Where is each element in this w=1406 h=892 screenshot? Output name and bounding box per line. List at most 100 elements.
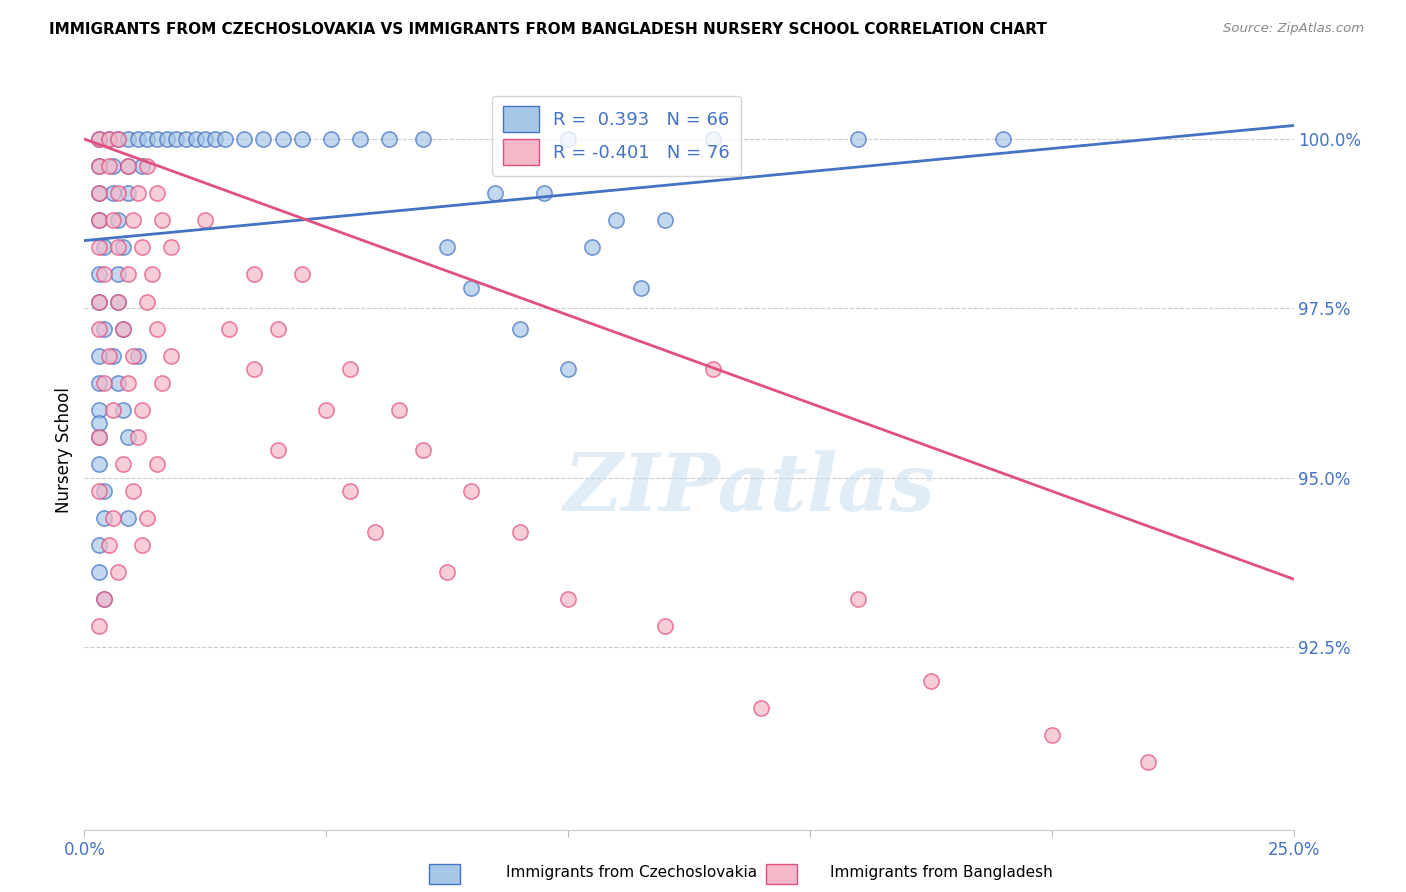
Point (557, 132, 579, 146)
Point (267, 443, 290, 458)
Point (605, 213, 627, 227)
Point (117, 159, 139, 173)
Point (194, 132, 217, 146)
Point (107, 132, 129, 146)
Point (87, 159, 110, 173)
Point (117, 511, 139, 525)
Point (654, 619, 676, 633)
Point (702, 362, 724, 376)
Point (87, 619, 110, 633)
Point (87, 566, 110, 580)
Point (107, 132, 129, 146)
Point (436, 566, 458, 580)
Point (131, 538, 153, 552)
Point (533, 186, 555, 201)
Point (107, 240, 129, 254)
Point (271, 132, 294, 146)
Point (121, 349, 143, 363)
Point (146, 457, 169, 471)
Point (117, 159, 139, 173)
Point (87, 132, 110, 146)
Point (112, 240, 135, 254)
Point (349, 132, 371, 146)
Point (146, 186, 169, 201)
Point (107, 186, 129, 201)
Point (93, 592, 115, 607)
Point (184, 132, 207, 146)
Point (233, 132, 256, 146)
Point (509, 321, 531, 335)
Point (131, 402, 153, 417)
Point (267, 321, 290, 335)
Point (1040, 728, 1063, 742)
Point (93, 321, 115, 335)
Point (160, 349, 183, 363)
Point (136, 132, 159, 146)
Point (339, 484, 361, 499)
Point (87, 132, 110, 146)
Point (87, 417, 110, 431)
Point (87, 268, 110, 282)
Point (315, 402, 337, 417)
Point (87, 186, 110, 201)
Point (87, 240, 110, 254)
Point (174, 132, 197, 146)
Point (155, 132, 177, 146)
Point (412, 443, 434, 458)
Point (484, 186, 506, 201)
Point (291, 268, 314, 282)
Point (702, 132, 724, 146)
Point (252, 132, 274, 146)
Point (87, 321, 110, 335)
Point (112, 457, 135, 471)
Point (509, 524, 531, 539)
Point (436, 240, 458, 254)
Point (846, 592, 869, 607)
Point (127, 186, 149, 201)
Point (319, 132, 342, 146)
Point (291, 132, 314, 146)
Point (460, 484, 482, 499)
Point (87, 213, 110, 227)
Point (93, 240, 115, 254)
Point (97, 132, 120, 146)
Point (242, 362, 264, 376)
Point (112, 321, 135, 335)
Point (127, 349, 149, 363)
Point (103, 349, 125, 363)
Point (87, 538, 110, 552)
Point (146, 132, 169, 146)
Legend: R =  0.393   N = 66, R = -0.401   N = 76: R = 0.393 N = 66, R = -0.401 N = 76 (492, 95, 741, 176)
Point (103, 402, 125, 417)
Point (117, 132, 139, 146)
Point (103, 511, 125, 525)
Point (630, 281, 652, 295)
Point (363, 524, 385, 539)
Point (97, 538, 120, 552)
Point (121, 213, 143, 227)
Point (87, 376, 110, 390)
Point (97, 159, 120, 173)
Point (160, 240, 183, 254)
Point (87, 402, 110, 417)
Point (107, 294, 129, 309)
Point (141, 268, 163, 282)
Point (87, 430, 110, 444)
Point (117, 430, 139, 444)
Text: Immigrants from Bangladesh: Immigrants from Bangladesh (830, 865, 1052, 880)
Point (87, 186, 110, 201)
Point (87, 213, 110, 227)
Point (339, 362, 361, 376)
Point (87, 430, 110, 444)
Point (97, 349, 120, 363)
Point (378, 132, 401, 146)
Point (87, 457, 110, 471)
Point (107, 376, 129, 390)
Point (204, 132, 226, 146)
Point (93, 484, 115, 499)
Point (87, 349, 110, 363)
Point (103, 159, 125, 173)
Text: IMMIGRANTS FROM CZECHOSLOVAKIA VS IMMIGRANTS FROM BANGLADESH NURSERY SCHOOL CORR: IMMIGRANTS FROM CZECHOSLOVAKIA VS IMMIGR… (49, 22, 1047, 37)
Point (112, 402, 135, 417)
Point (194, 213, 217, 227)
